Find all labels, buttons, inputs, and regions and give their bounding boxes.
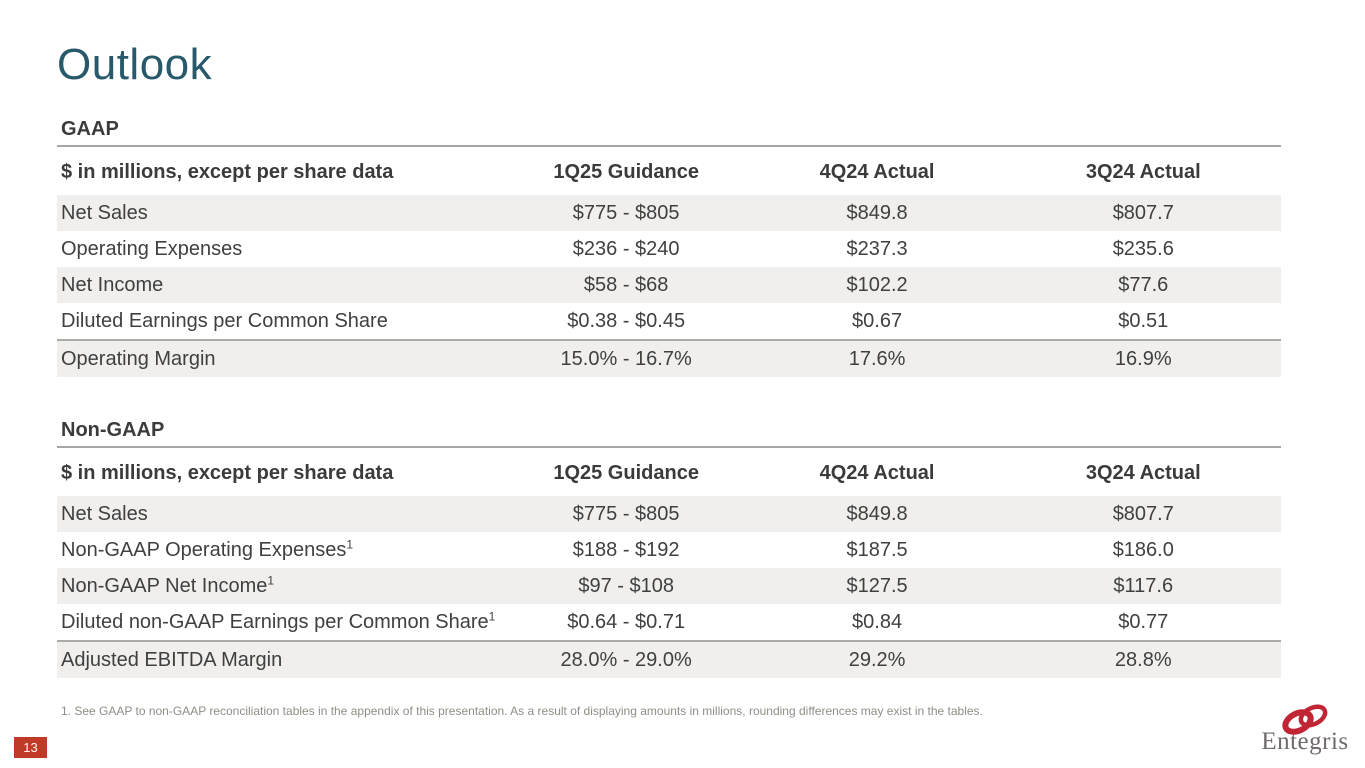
- table-row: Non-GAAP Operating Expenses1 $188 - $192…: [57, 532, 1281, 568]
- cell-4q24-actual: $0.67: [852, 310, 903, 332]
- entegris-logo-text: Entegris: [1261, 728, 1349, 755]
- gaap-section: GAAP $ in millions, except per share dat…: [57, 118, 1281, 377]
- cell-3q24-actual: 28.8%: [1114, 649, 1172, 671]
- row-label-text: Non-GAAP Net Income: [61, 575, 268, 597]
- gaap-table: $ in millions, except per share data 1Q2…: [57, 147, 1281, 377]
- column-header: $ in millions, except per share data: [61, 161, 394, 183]
- cell-3q24-actual: $0.77: [1118, 611, 1169, 633]
- row-label-text: Diluted non-GAAP Earnings per Common Sha…: [61, 611, 489, 633]
- entegris-logo: Entegris: [1259, 703, 1351, 756]
- row-label: Operating Expenses: [57, 238, 504, 260]
- non-gaap-header-row: $ in millions, except per share data 1Q2…: [57, 448, 1281, 496]
- table-row: Net Income $58 - $68 $102.2 $77.6: [57, 267, 1281, 303]
- cell-1q25-guidance: $775 - $805: [572, 503, 680, 525]
- cell-1q25-guidance: $58 - $68: [583, 274, 669, 296]
- table-row: Diluted non-GAAP Earnings per Common Sha…: [57, 604, 1281, 640]
- row-label-text: Net Sales: [61, 503, 148, 525]
- gaap-header-row: $ in millions, except per share data 1Q2…: [57, 147, 1281, 195]
- row-label-text: Operating Margin: [61, 348, 216, 370]
- cell-1q25-guidance: $0.38 - $0.45: [567, 310, 686, 332]
- row-label: Operating Margin: [57, 348, 504, 370]
- cell-4q24-actual: $187.5: [846, 539, 908, 561]
- cell-3q24-actual: $186.0: [1112, 539, 1174, 561]
- row-label-text: Net Income: [61, 274, 164, 296]
- cell-3q24-actual: 16.9%: [1114, 348, 1172, 370]
- column-header: 1Q25 Guidance: [553, 161, 699, 183]
- column-header: 3Q24 Actual: [1085, 462, 1201, 484]
- column-header: 4Q24 Actual: [819, 462, 935, 484]
- row-label: Diluted non-GAAP Earnings per Common Sha…: [57, 609, 504, 633]
- table-row: Operating Expenses $236 - $240 $237.3 $2…: [57, 231, 1281, 267]
- footnote-text: 1. See GAAP to non-GAAP reconciliation t…: [61, 704, 983, 718]
- cell-3q24-actual: $807.7: [1112, 202, 1174, 224]
- table-row: Net Sales $775 - $805 $849.8 $807.7: [57, 195, 1281, 231]
- table-row: Diluted Earnings per Common Share $0.38 …: [57, 303, 1281, 339]
- column-header: $ in millions, except per share data: [61, 462, 394, 484]
- row-label: Net Sales: [57, 503, 504, 525]
- cell-1q25-guidance: $97 - $108: [578, 575, 674, 597]
- cell-3q24-actual: $77.6: [1118, 274, 1169, 296]
- column-header: 1Q25 Guidance: [553, 462, 699, 484]
- cell-1q25-guidance: $775 - $805: [572, 202, 680, 224]
- column-header: 3Q24 Actual: [1085, 161, 1201, 183]
- row-label-text: Diluted Earnings per Common Share: [61, 310, 388, 332]
- table-row: Non-GAAP Net Income1 $97 - $108 $127.5 $…: [57, 568, 1281, 604]
- footnote-ref: 1: [267, 573, 275, 588]
- row-label-text: Net Sales: [61, 202, 148, 224]
- cell-3q24-actual: $117.6: [1113, 575, 1174, 597]
- cell-4q24-actual: $0.84: [852, 611, 903, 633]
- column-header: 4Q24 Actual: [819, 161, 935, 183]
- row-label: Non-GAAP Operating Expenses1: [57, 537, 504, 561]
- table-row: Adjusted EBITDA Margin 28.0% - 29.0% 29.…: [57, 640, 1281, 678]
- cell-4q24-actual: 29.2%: [848, 649, 906, 671]
- cell-3q24-actual: $807.7: [1112, 503, 1174, 525]
- footnote-ref: 1: [346, 537, 354, 552]
- row-label: Adjusted EBITDA Margin: [57, 649, 504, 671]
- row-label-text: Adjusted EBITDA Margin: [61, 649, 283, 671]
- cell-1q25-guidance: $0.64 - $0.71: [567, 611, 686, 633]
- entegris-rings-icon: [1282, 704, 1328, 735]
- row-label-text: Non-GAAP Operating Expenses: [61, 539, 347, 561]
- cell-4q24-actual: $102.2: [846, 274, 908, 296]
- gaap-section-label: GAAP: [57, 118, 1281, 147]
- footnote-ref: 1: [488, 609, 496, 624]
- cell-4q24-actual: 17.6%: [848, 348, 906, 370]
- row-label: Non-GAAP Net Income1: [57, 573, 504, 597]
- cell-1q25-guidance: 15.0% - 16.7%: [560, 348, 692, 370]
- cell-4q24-actual: $237.3: [846, 238, 908, 260]
- table-row: Operating Margin 15.0% - 16.7% 17.6% 16.…: [57, 339, 1281, 377]
- non-gaap-table: $ in millions, except per share data 1Q2…: [57, 448, 1281, 678]
- cell-3q24-actual: $0.51: [1118, 310, 1169, 332]
- non-gaap-section-label: Non-GAAP: [57, 419, 1281, 448]
- cell-1q25-guidance: 28.0% - 29.0%: [560, 649, 692, 671]
- page-title: Outlook: [57, 40, 213, 89]
- cell-1q25-guidance: $188 - $192: [572, 539, 680, 561]
- page-number-badge: 13: [14, 737, 47, 758]
- cell-4q24-actual: $127.5: [846, 575, 908, 597]
- row-label: Net Income: [57, 274, 504, 296]
- cell-3q24-actual: $235.6: [1112, 238, 1174, 260]
- cell-4q24-actual: $849.8: [846, 202, 908, 224]
- row-label: Net Sales: [57, 202, 504, 224]
- table-row: Net Sales $775 - $805 $849.8 $807.7: [57, 496, 1281, 532]
- row-label-text: Operating Expenses: [61, 238, 243, 260]
- cell-4q24-actual: $849.8: [846, 503, 908, 525]
- cell-1q25-guidance: $236 - $240: [572, 238, 680, 260]
- row-label: Diluted Earnings per Common Share: [57, 310, 504, 332]
- non-gaap-section: Non-GAAP $ in millions, except per share…: [57, 419, 1281, 678]
